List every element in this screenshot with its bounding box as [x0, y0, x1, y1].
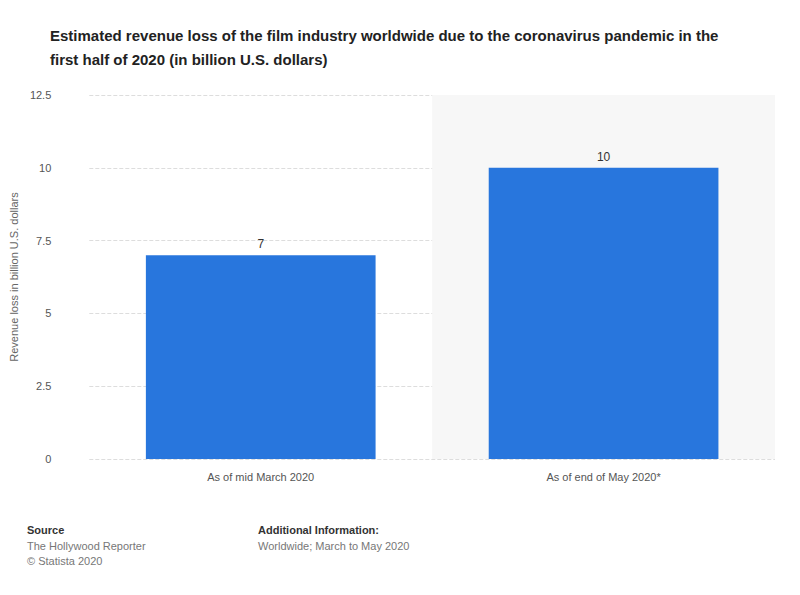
svg-text:The Hollywood Reporter: The Hollywood Reporter [27, 540, 146, 552]
svg-text:5: 5 [45, 307, 51, 319]
svg-text:© Statista 2020: © Statista 2020 [27, 555, 102, 567]
svg-text:first half of 2020 (in billion: first half of 2020 (in billion U.S. doll… [50, 51, 328, 68]
svg-text:12.5: 12.5 [30, 89, 51, 101]
svg-text:Estimated revenue loss of the: Estimated revenue loss of the film indus… [50, 27, 723, 44]
svg-text:7: 7 [257, 237, 264, 251]
svg-text:10: 10 [39, 162, 51, 174]
svg-text:As of mid March 2020: As of mid March 2020 [207, 471, 314, 483]
svg-text:7.5: 7.5 [36, 235, 51, 247]
svg-text:Source: Source [27, 524, 64, 536]
svg-text:2.5: 2.5 [36, 380, 51, 392]
svg-text:As of end of May 2020*: As of end of May 2020* [546, 471, 661, 483]
svg-text:Additional Information:: Additional Information: [258, 524, 379, 536]
svg-text:Revenue loss in billion U.S. d: Revenue loss in billion U.S. dollars [8, 192, 20, 362]
svg-text:Worldwide; March to May 2020: Worldwide; March to May 2020 [258, 540, 409, 552]
svg-text:0: 0 [45, 453, 51, 465]
svg-text:10: 10 [597, 150, 611, 164]
